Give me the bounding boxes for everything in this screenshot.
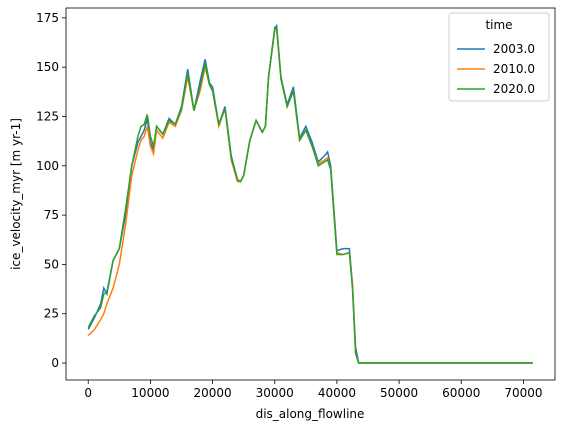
x-tick-label: 60000 (442, 386, 480, 400)
y-tick-label: 150 (36, 60, 59, 74)
y-tick-label: 75 (44, 208, 59, 222)
x-tick-label: 50000 (380, 386, 418, 400)
y-tick-label: 50 (44, 257, 59, 271)
y-tick-label: 100 (36, 159, 59, 173)
y-axis-label: ice_velocity_myr [m yr-1] (9, 118, 23, 270)
legend: time 2003.0 2010.0 2020.0 (448, 12, 550, 102)
x-tick-label: 10000 (131, 386, 169, 400)
legend-label: 2010.0 (493, 62, 535, 76)
x-tick-label: 20000 (193, 386, 231, 400)
legend-label: 2020.0 (493, 82, 535, 96)
x-axis-label: dis_along_flowline (256, 407, 365, 421)
x-tick-label: 70000 (504, 386, 542, 400)
legend-box (448, 12, 550, 102)
y-tick-label: 175 (36, 11, 59, 25)
y-tick-label: 125 (36, 109, 59, 123)
y-tick-label: 0 (51, 356, 59, 370)
y-tick-label: 25 (44, 307, 59, 321)
x-tick-label: 30000 (256, 386, 294, 400)
x-tick-label: 40000 (318, 386, 356, 400)
legend-label: 2003.0 (493, 42, 535, 56)
x-tick-label: 0 (84, 386, 92, 400)
line-series (87, 25, 533, 364)
plot-frame (65, 7, 556, 381)
legend-title: time (485, 18, 512, 32)
